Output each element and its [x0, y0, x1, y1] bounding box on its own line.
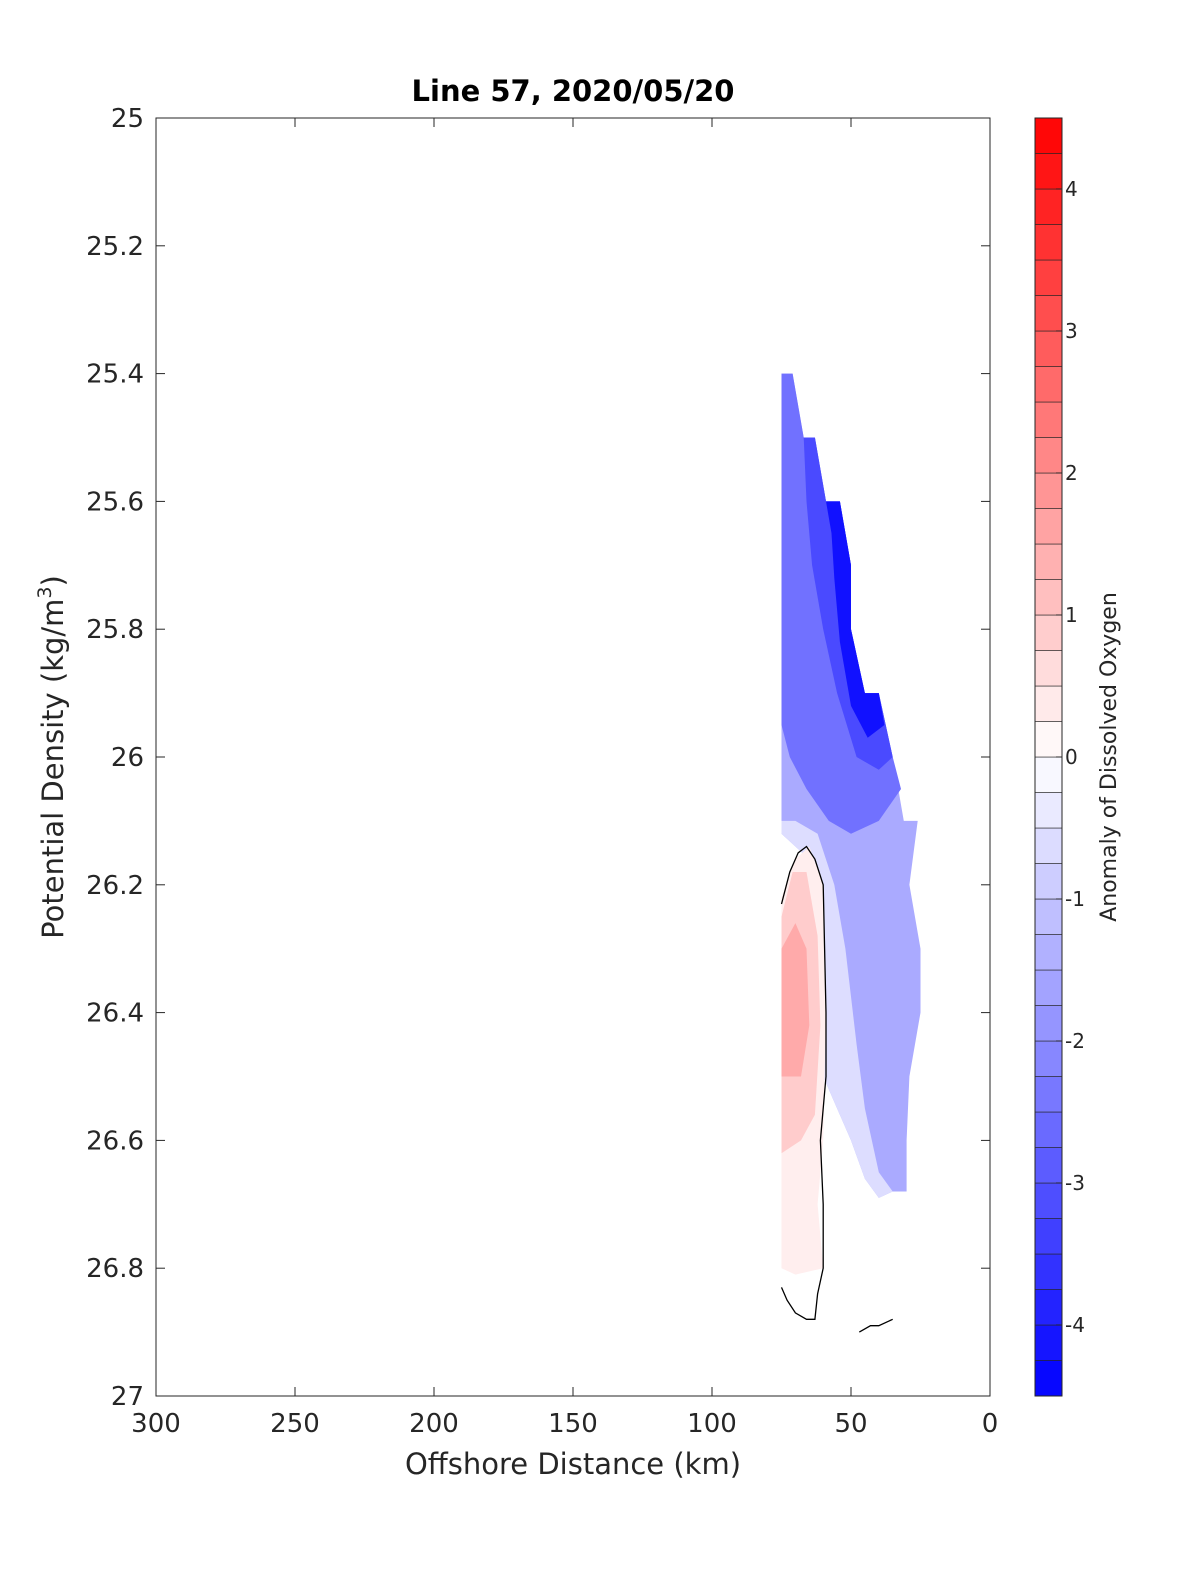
colorbar-swatch-29 [1034, 330, 1063, 367]
colorbar-swatch-17 [1034, 756, 1063, 793]
x-tick-label: 0 [982, 1409, 999, 1439]
colorbar-swatch-33 [1034, 188, 1063, 225]
colorbar: 4 3 2 1 0 -1 -2 -3 -4 [1034, 117, 1085, 1397]
colorbar-tick-label: -1 [1065, 887, 1085, 911]
colorbar-swatch-9 [1034, 1040, 1063, 1077]
y-axis-label-superscript: 3 [34, 586, 56, 598]
colorbar-swatch-34 [1034, 153, 1063, 190]
colorbar-swatch-15 [1034, 827, 1063, 864]
colorbar-tick-label: -4 [1065, 1313, 1085, 1337]
colorbar-swatch-24 [1034, 508, 1063, 545]
y-axis: 25 25.2 25.4 25.6 25.8 26 26.2 26.4 26.6 26.8 27 [86, 104, 990, 1412]
colorbar-tick-label: -3 [1065, 1171, 1085, 1195]
colorbar-tick-label: 0 [1065, 745, 1078, 769]
colorbar-swatch-6 [1034, 1147, 1063, 1184]
colorbar-swatch-1 [1034, 1324, 1063, 1361]
colorbar-swatch-30 [1034, 295, 1063, 332]
colorbar-swatch-5 [1034, 1182, 1063, 1219]
colorbar-swatch-12 [1034, 934, 1063, 971]
colorbar-swatch-21 [1034, 614, 1063, 651]
colorbar-swatch-31 [1034, 259, 1063, 296]
colorbar-tick-label: 2 [1065, 461, 1078, 485]
colorbar-swatch-13 [1034, 898, 1063, 935]
x-axis: 300 250 200 150 100 50 0 [131, 118, 998, 1439]
x-tick-label: 300 [131, 1409, 181, 1439]
colorbar-swatch-32 [1034, 224, 1063, 261]
colorbar-swatch-11 [1034, 969, 1063, 1006]
colorbar-tick-label: 1 [1065, 603, 1078, 627]
y-axis-label-close: ) [36, 575, 70, 586]
chart-title: Line 57, 2020/05/20 [412, 74, 735, 108]
colorbar-swatch-25 [1034, 472, 1063, 509]
colorbar-swatch-35 [1034, 117, 1063, 154]
colorbar-swatches [1034, 117, 1063, 1397]
colorbar-tick-label: 4 [1065, 177, 1078, 201]
y-tick-label: 27 [111, 1382, 144, 1412]
x-tick-label: 100 [687, 1409, 737, 1439]
colorbar-ticks: 4 3 2 1 0 -1 -2 -3 -4 [1056, 177, 1085, 1337]
colorbar-swatch-16 [1034, 792, 1063, 829]
contour-line-1 [858, 1318, 893, 1333]
y-tick-label: 26.4 [86, 999, 144, 1029]
x-axis-label: Offshore Distance (km) [405, 1447, 741, 1481]
y-tick-label: 26.8 [86, 1254, 144, 1284]
y-tick-label: 25.8 [86, 615, 144, 645]
x-tick-label: 50 [834, 1409, 867, 1439]
colorbar-tick-label: 3 [1065, 319, 1078, 343]
contour-band-3 [826, 501, 885, 738]
x-tick-label: 250 [270, 1409, 320, 1439]
y-tick-label: 25 [111, 104, 144, 134]
y-axis-label: Potential Density (kg/m3) [34, 575, 70, 939]
contour-band-7 [781, 923, 810, 1077]
x-tick-label: 150 [548, 1409, 598, 1439]
y-tick-label: 25.4 [86, 360, 144, 390]
contour-band-4 [781, 820, 893, 1198]
colorbar-swatch-22 [1034, 579, 1063, 616]
colorbar-swatch-23 [1034, 543, 1063, 580]
y-tick-label: 26.2 [86, 871, 144, 901]
colorbar-swatch-8 [1034, 1076, 1063, 1113]
colorbar-swatch-27 [1034, 401, 1063, 438]
colorbar-swatch-10 [1034, 1005, 1063, 1042]
colorbar-swatch-2 [1034, 1289, 1063, 1326]
colorbar-swatch-7 [1034, 1111, 1063, 1148]
colorbar-swatch-4 [1034, 1218, 1063, 1255]
contour-line-0 [780, 845, 827, 1320]
colorbar-swatch-20 [1034, 650, 1063, 687]
y-axis-label-main: Potential Density (kg/m [36, 599, 70, 939]
y-tick-label: 26 [111, 743, 144, 773]
plot-area: 300 250 200 150 100 50 0 2525.225.425.625.8262… [86, 104, 998, 1439]
contour-fill-layer [781, 373, 921, 1275]
colorbar-swatch-28 [1034, 366, 1063, 403]
colorbar-swatch-3 [1034, 1253, 1063, 1290]
y-tick-label: 25.2 [86, 232, 144, 262]
x-tick-label: 200 [409, 1409, 459, 1439]
y-tick-label: 26.6 [86, 1126, 144, 1156]
colorbar-label: Anomaly of Dissolved Oxygen [1097, 592, 1122, 922]
colorbar-tick-label: -2 [1065, 1029, 1085, 1053]
colorbar-swatch-26 [1034, 437, 1063, 474]
colorbar-swatch-18 [1034, 721, 1063, 758]
contour-line-layer [780, 845, 893, 1333]
colorbar-swatch-14 [1034, 863, 1063, 900]
colorbar-swatch-19 [1034, 685, 1063, 722]
y-tick-label: 25.6 [86, 487, 144, 517]
colorbar-swatch-0 [1034, 1360, 1063, 1397]
